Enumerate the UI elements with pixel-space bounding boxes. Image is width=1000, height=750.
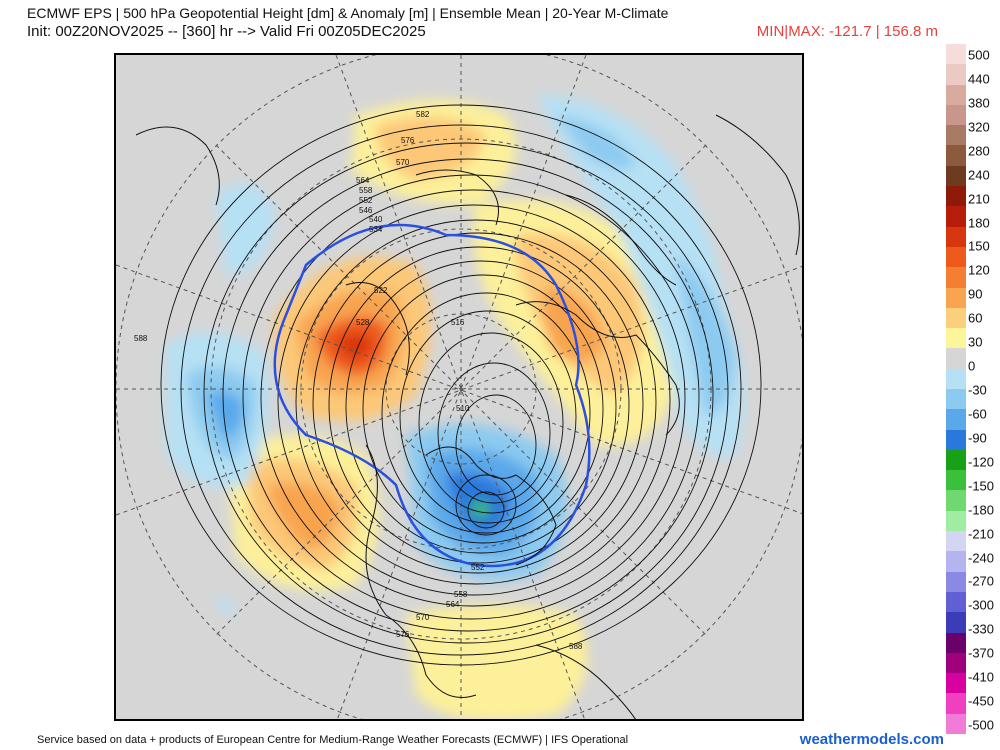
footer-brand: weathermodels.com: [799, 731, 944, 748]
colorbar-swatch: [946, 368, 966, 390]
colorbar-swatch: [946, 693, 966, 715]
colorbar-label: 150: [968, 238, 990, 254]
colorbar-label: -30: [968, 382, 987, 398]
colorbar-swatch: [946, 612, 966, 634]
colorbar-label: 90: [968, 286, 983, 302]
chart-title: ECMWF EPS | 500 hPa Geopotential Height …: [27, 5, 669, 21]
colorbar-swatch: [946, 44, 966, 65]
contour-label: 510: [456, 404, 470, 413]
contour-label: 522: [374, 286, 388, 295]
colorbar-label: -370: [968, 645, 995, 661]
contour-label: 552: [359, 196, 373, 205]
colorbar-swatch: [946, 531, 966, 552]
contour-label: 570: [396, 158, 410, 167]
colorbar-label: 210: [968, 191, 990, 207]
colorbar-label: 320: [968, 119, 990, 135]
colorbar-label: -330: [968, 621, 995, 637]
colorbar-swatch: [946, 571, 966, 593]
contour-label: 564: [356, 176, 370, 185]
colorbar-swatch: [946, 652, 966, 674]
colorbar-swatch: [946, 510, 966, 532]
height-contours: [160, 104, 762, 666]
colorbar-swatch: [946, 206, 966, 228]
contour-label: 540: [369, 215, 383, 224]
colorbar-label: 180: [968, 215, 990, 230]
colorbar-label: 240: [968, 167, 990, 183]
colorbar-label: -90: [968, 430, 987, 446]
contour-label: 582: [416, 110, 430, 119]
colorbar-swatch: [946, 267, 966, 289]
contour-label: 564: [446, 600, 460, 609]
colorbar-label: -120: [968, 454, 995, 470]
colorbar-label: 380: [968, 95, 990, 111]
colorbar-swatch: [946, 145, 966, 167]
colorbar-swatch: [946, 287, 966, 309]
contour-label: 558: [454, 590, 468, 599]
anomaly-colorbar: 500 440 380 320 280 240 210 180 150 120 90 60 30 0 -30…: [946, 44, 995, 735]
contour-label: 528: [356, 318, 370, 327]
colorbar-label: -300: [968, 597, 995, 613]
colorbar-label: -150: [968, 478, 995, 494]
contour-label: 516: [451, 318, 465, 327]
colorbar-swatch: [946, 165, 966, 187]
colorbar-swatch: [946, 449, 966, 471]
colorbar-label: 280: [968, 143, 990, 159]
colorbar-label: 60: [968, 310, 983, 326]
contour-label: 576: [396, 630, 410, 639]
graticule: [116, 55, 802, 719]
contour-540-highlight: [273, 223, 591, 568]
contour-label: 534: [369, 225, 383, 234]
colorbar-label: -60: [968, 406, 987, 422]
chart-subtitle: Init: 00Z20NOV2025 -- [360] hr --> Valid…: [27, 23, 426, 40]
footer-credit: Service based on data + products of Euro…: [37, 734, 629, 746]
colorbar-swatch: [946, 409, 966, 431]
coastlines: [135, 114, 800, 719]
colorbar-swatch: [946, 328, 966, 349]
colorbar-swatch: [946, 125, 966, 146]
minmax-readout: MIN|MAX: -121.7 | 156.8 m: [756, 23, 938, 40]
colorbar-swatch: [946, 84, 966, 106]
contour-label: 546: [359, 206, 373, 215]
colorbar-swatch: [946, 64, 966, 86]
colorbar-label: 0: [968, 358, 976, 374]
contour-label: 576: [401, 136, 415, 145]
contour-label: 558: [359, 186, 373, 195]
colorbar-label: 500: [968, 47, 990, 63]
colorbar-label: -180: [968, 502, 995, 518]
colorbar-swatch: [946, 673, 966, 694]
contour-label: 588: [569, 642, 583, 651]
colorbar-swatch: [946, 348, 966, 370]
colorbar-swatch: [946, 104, 966, 126]
colorbar-swatch: [946, 429, 966, 451]
colorbar-label: -270: [968, 573, 995, 589]
colorbar-swatch: [946, 591, 966, 613]
colorbar-label: 440: [968, 71, 990, 87]
contour-label: 552: [471, 563, 485, 572]
contour-label: 588: [134, 334, 148, 343]
colorbar-swatch: [946, 490, 966, 512]
colorbar-swatch: [946, 632, 966, 654]
colorbar-swatch: [946, 307, 966, 329]
contour-labels: 582 576 570 564 558 552 546 540 534 522 …: [134, 110, 583, 651]
colorbar-swatch: [946, 551, 966, 573]
colorbar-label: -500: [968, 717, 995, 733]
colorbar-label: 120: [968, 262, 990, 278]
colorbar-label: -410: [968, 669, 995, 685]
anomaly-fill-layer: [116, 55, 802, 719]
map-canvas: 582 576 570 564 558 552 546 540 534 522 …: [116, 55, 802, 719]
colorbar-swatch: [946, 186, 966, 207]
colorbar-swatch: [946, 226, 966, 248]
colorbar-label: -450: [968, 693, 995, 709]
colorbar-label: -210: [968, 526, 995, 542]
polar-map: 582 576 570 564 558 552 546 540 534 522 …: [114, 53, 804, 721]
colorbar-label: 30: [968, 334, 983, 350]
colorbar-label: -240: [968, 550, 995, 565]
colorbar-swatch: [946, 470, 966, 491]
colorbar-swatch: [946, 246, 966, 268]
contour-label: 570: [416, 613, 430, 622]
colorbar-swatch: [946, 389, 966, 410]
colorbar-swatch: [946, 713, 966, 735]
